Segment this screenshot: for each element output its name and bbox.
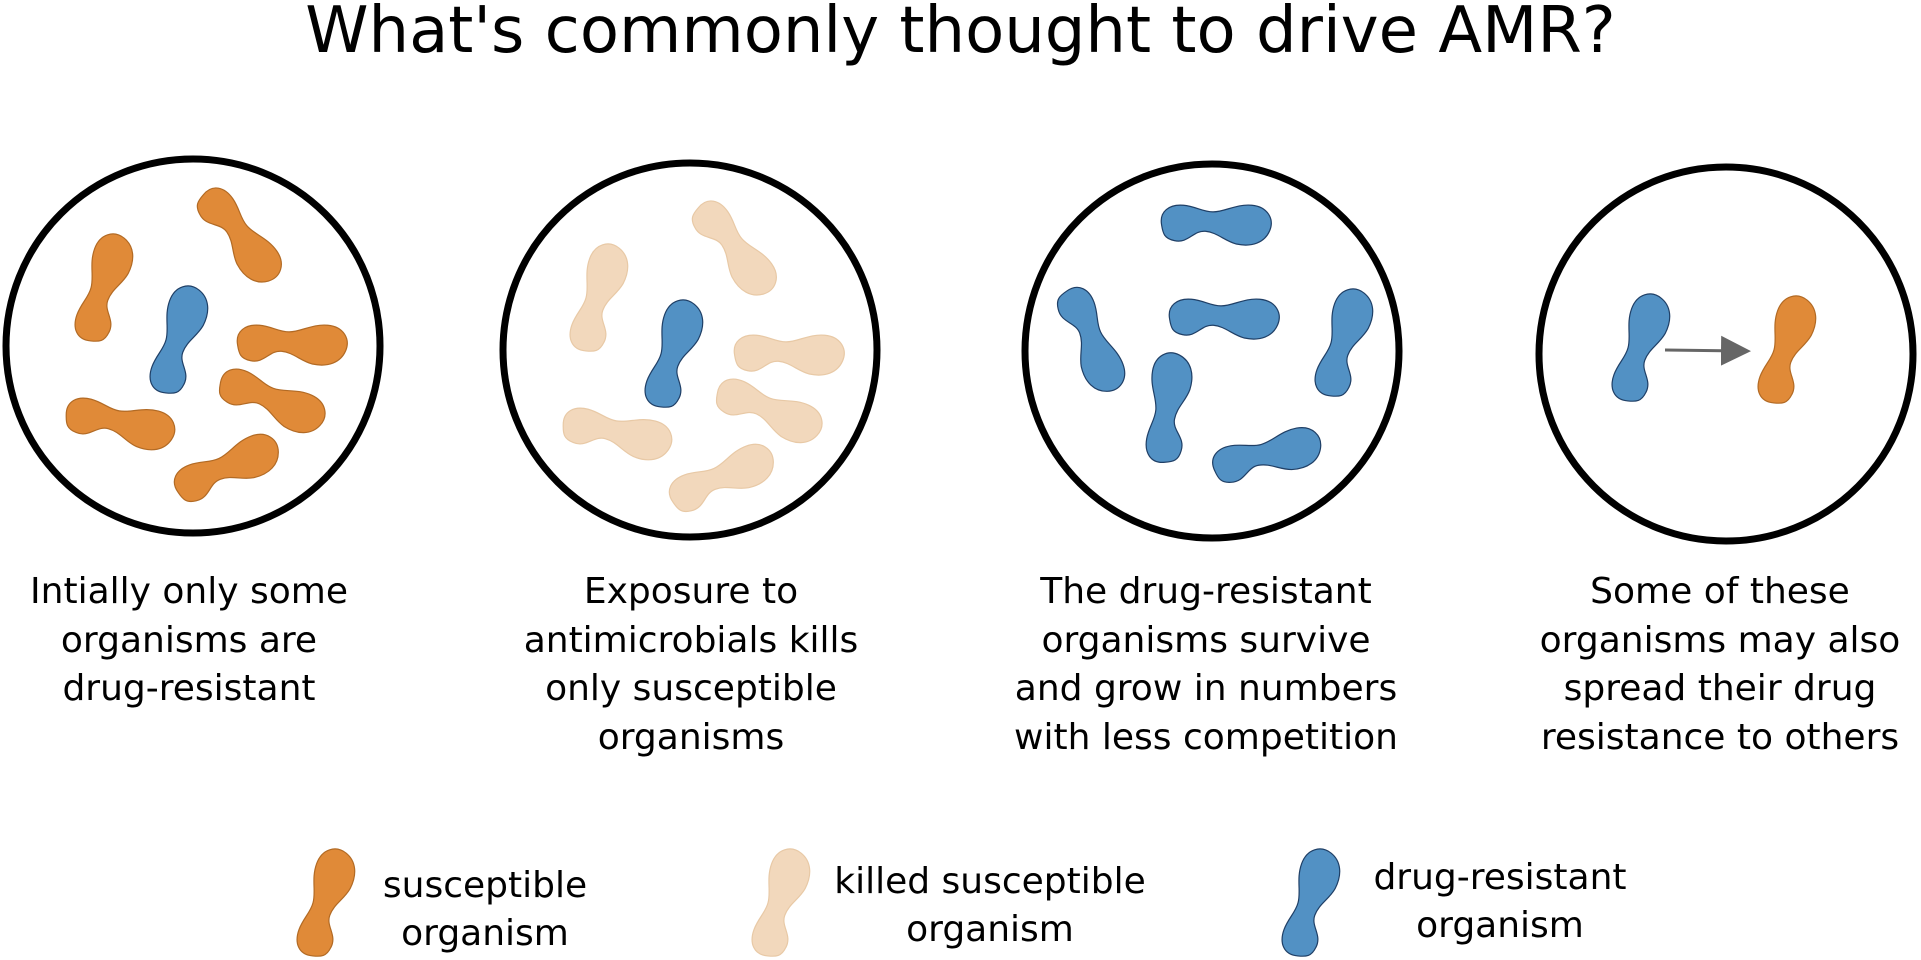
- diagram-title: What's commonly thought to drive AMR?: [305, 0, 1616, 68]
- killed-organism: [662, 438, 782, 517]
- resistant-organism: [633, 294, 713, 414]
- resistant-organism: [138, 280, 218, 400]
- legend-susceptible-label: susceptible organism: [382, 865, 588, 954]
- killed-organism: [709, 367, 829, 454]
- panel-survive: [1021, 160, 1403, 542]
- petri-dish-2: [499, 159, 881, 541]
- susceptible-organism: [1746, 290, 1826, 410]
- resistant-organism: [1600, 288, 1680, 408]
- susceptible-organism: [61, 387, 180, 458]
- killed-organism-icon: [740, 843, 820, 960]
- caption-survive: The drug-resistant organisms survive and…: [1014, 571, 1398, 758]
- killed-organism: [558, 397, 677, 468]
- killed-organism: [558, 238, 638, 358]
- legend-killed-label: killed susceptible organism: [834, 861, 1146, 950]
- caption-exposure: Exposure to antimicrobials kills only su…: [523, 571, 859, 758]
- resistant-organism: [1158, 196, 1274, 250]
- susceptible-organism-icon: [285, 843, 365, 960]
- caption-initial: Intially only some organisms are drug-re…: [30, 571, 348, 709]
- resistant-organism: [1166, 290, 1282, 344]
- petri-dish-3: [1021, 160, 1403, 542]
- susceptible-organism: [234, 316, 350, 370]
- caption-spread: Some of these organisms may also spread …: [1539, 571, 1901, 758]
- panel-exposure: [499, 159, 881, 541]
- resistant-organism-icon: [1270, 843, 1350, 960]
- panel-initial: [2, 155, 384, 537]
- resistant-organism: [1208, 423, 1326, 486]
- killed-organism: [731, 326, 847, 380]
- legend-resistant-label: drug-resistant organism: [1373, 857, 1627, 946]
- susceptible-organism: [63, 228, 143, 348]
- transfer-arrow: [1664, 335, 1751, 366]
- susceptible-organism: [190, 177, 290, 293]
- resistant-organism: [1303, 283, 1383, 403]
- susceptible-organism: [167, 428, 287, 507]
- resistant-organism: [1136, 349, 1199, 467]
- panel-spread: [1535, 163, 1917, 545]
- petri-dish-4: [1535, 163, 1917, 545]
- petri-dish-1: [2, 155, 384, 537]
- killed-organism: [685, 190, 785, 306]
- susceptible-organism: [212, 357, 332, 444]
- resistant-organism: [1052, 280, 1131, 400]
